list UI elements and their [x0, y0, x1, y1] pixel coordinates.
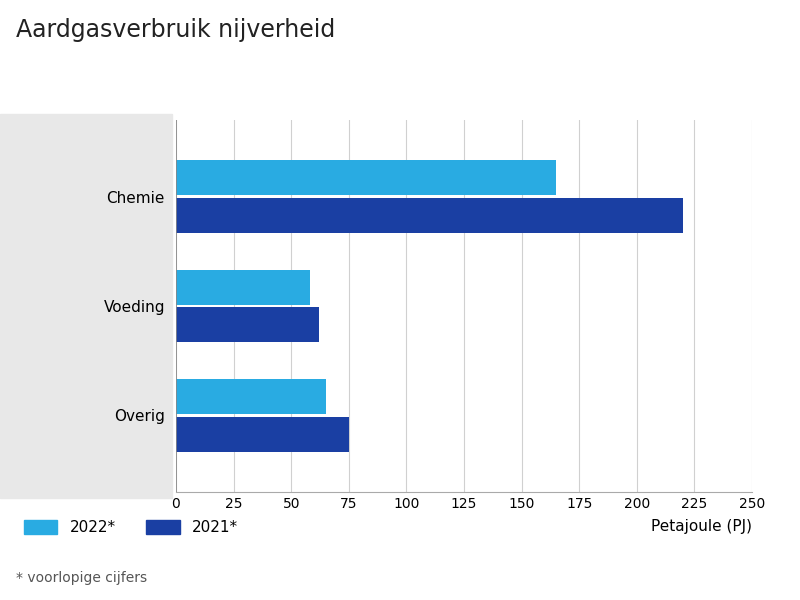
Text: * voorlopige cijfers: * voorlopige cijfers [16, 571, 147, 585]
Bar [176, 416, 349, 452]
Legend: 2022*, 2021*: 2022*, 2021* [24, 520, 238, 535]
Bar [176, 160, 556, 196]
Bar [176, 379, 326, 415]
Text: Aardgasverbruik nijverheid: Aardgasverbruik nijverheid [16, 18, 335, 42]
Bar [176, 270, 310, 305]
Bar [176, 197, 683, 233]
X-axis label: Petajoule (PJ): Petajoule (PJ) [651, 519, 752, 534]
Bar [176, 307, 319, 342]
